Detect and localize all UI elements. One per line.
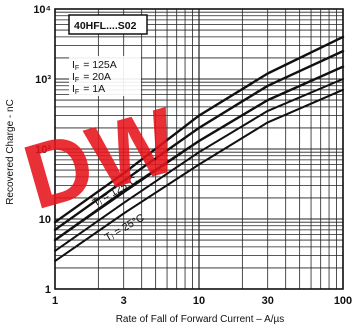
y-tick-label-1: 10 bbox=[39, 214, 51, 226]
grid bbox=[54, 8, 344, 290]
series-line-1 bbox=[53, 49, 345, 231]
x-tick-label-1: 3 bbox=[121, 295, 127, 307]
y-axis-title: Recovered Charge - nC bbox=[5, 99, 16, 205]
series-group bbox=[53, 35, 345, 263]
tick-labels: 1 3 10 30 100 1 10 10² 10³ 10⁴ bbox=[33, 4, 352, 307]
watermark: DW bbox=[13, 89, 189, 229]
x-tick-label-3: 30 bbox=[262, 295, 274, 307]
x-tick-label-4: 100 bbox=[334, 295, 352, 307]
plot-frame bbox=[54, 8, 344, 290]
legend-item-0: IF = 125A bbox=[72, 59, 117, 72]
series-line-2 bbox=[53, 35, 345, 224]
x-tick-label-0: 1 bbox=[52, 295, 58, 307]
y-tick-label-3: 10³ bbox=[35, 74, 51, 86]
plot-border bbox=[54, 8, 344, 290]
current-legend: IF = 125A IF = 20A IF = 1A bbox=[69, 56, 141, 96]
box-label-frame bbox=[68, 14, 148, 35]
x-tick-label-2: 10 bbox=[193, 295, 205, 307]
legend-item-1: IF = 20A bbox=[72, 71, 111, 84]
y-tick-label-0: 1 bbox=[45, 284, 51, 296]
y-tick-label-2: 10² bbox=[35, 144, 51, 156]
box-label: 40HFL....S02 bbox=[74, 20, 137, 32]
legend-item-2: IF = 1A bbox=[72, 83, 105, 96]
temp-label-1: Tⱼ = 25°C bbox=[103, 211, 147, 243]
watermark-text: DW bbox=[13, 89, 189, 229]
series-line-5 bbox=[54, 65, 344, 242]
series-line-4 bbox=[54, 78, 344, 252]
x-axis-title: Rate of Fall of Forward Current – A/µs bbox=[116, 314, 285, 325]
series-line-3 bbox=[54, 88, 344, 263]
y-tick-label-4: 10⁴ bbox=[33, 4, 51, 16]
